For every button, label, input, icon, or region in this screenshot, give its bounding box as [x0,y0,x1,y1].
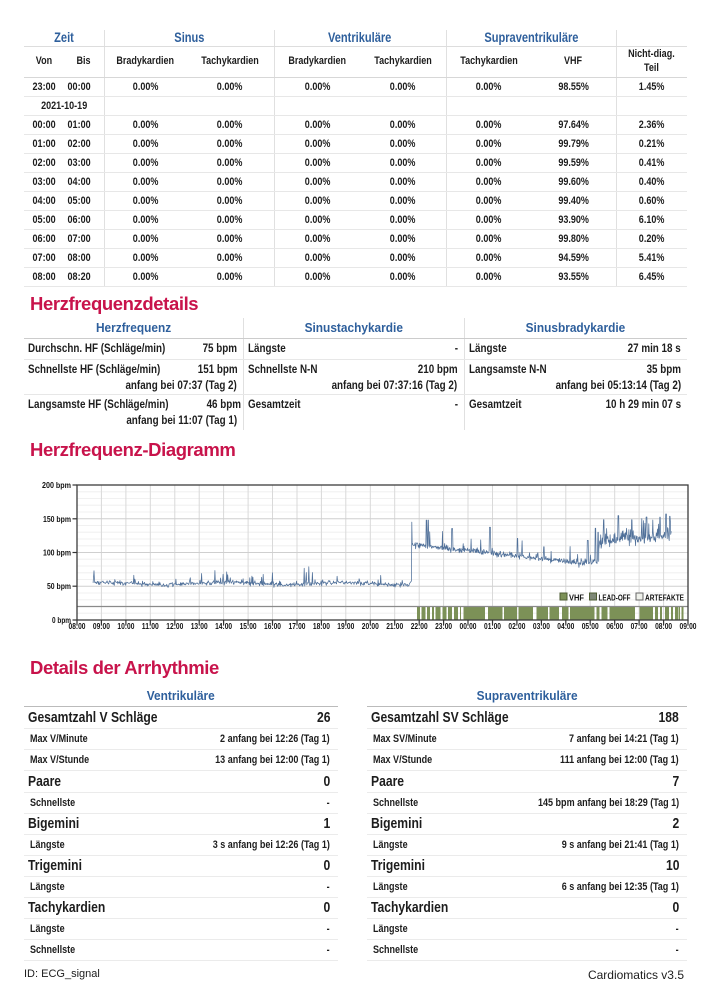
svg-text:ARTEFAKTE: ARTEFAKTE [645,593,684,603]
svg-text:13:00: 13:00 [191,622,208,631]
svg-text:16:00: 16:00 [264,622,281,631]
svg-text:04:00: 04:00 [557,622,574,631]
svg-text:00:00: 00:00 [460,622,477,631]
svg-text:05:00: 05:00 [582,622,599,631]
svg-text:17:00: 17:00 [289,622,306,631]
svg-text:14:00: 14:00 [215,622,232,631]
svg-text:18:00: 18:00 [313,622,330,631]
svg-text:15:00: 15:00 [240,622,257,631]
svg-text:50 bpm: 50 bpm [47,582,71,591]
svg-text:VHF: VHF [569,593,584,603]
svg-text:11:00: 11:00 [142,622,159,631]
svg-text:07:00: 07:00 [631,622,648,631]
svg-text:10:00: 10:00 [117,622,134,631]
svg-text:08:00: 08:00 [655,622,672,631]
svg-text:100 bpm: 100 bpm [43,549,71,558]
svg-text:0 bpm: 0 bpm [52,616,71,625]
svg-text:23:00: 23:00 [435,622,452,631]
svg-text:01:00: 01:00 [484,622,501,631]
svg-text:22:00: 22:00 [411,622,428,631]
svg-text:09:00: 09:00 [680,622,697,631]
svg-text:06:00: 06:00 [606,622,623,631]
svg-text:02:00: 02:00 [508,622,525,631]
svg-text:12:00: 12:00 [166,622,183,631]
svg-text:19:00: 19:00 [337,622,354,631]
svg-text:03:00: 03:00 [533,622,550,631]
svg-text:150 bpm: 150 bpm [43,515,71,524]
svg-text:20:00: 20:00 [362,622,379,631]
svg-text:09:00: 09:00 [93,622,110,631]
svg-text:LEAD-OFF: LEAD-OFF [599,593,631,603]
svg-text:21:00: 21:00 [386,622,403,631]
svg-text:200 bpm: 200 bpm [42,481,71,490]
svg-text:08:00: 08:00 [69,622,86,631]
